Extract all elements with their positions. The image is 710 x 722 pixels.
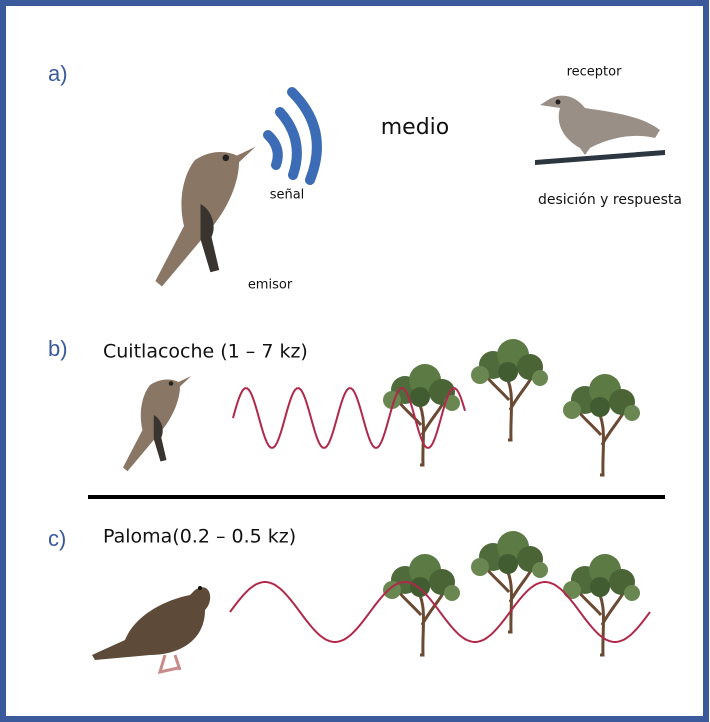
emitter-bird	[155, 146, 256, 287]
dove-bird-part	[157, 654, 182, 675]
dove-bird-part	[198, 586, 202, 590]
signal-icon-part	[263, 130, 283, 170]
thrasher-bird	[123, 376, 192, 472]
panel-title: Cuitlacoche (1 – 7 kz)	[103, 341, 308, 363]
receptor-label: receptor	[567, 65, 623, 80]
tree	[469, 337, 550, 442]
medio-label: medio	[381, 115, 450, 140]
panel-label: b)	[48, 336, 68, 361]
emisor-label: emisor	[248, 278, 293, 293]
respuesta-label: desición y respuesta	[538, 192, 682, 208]
senal-label: señal	[270, 188, 305, 203]
receptor-bird-part	[540, 95, 660, 155]
receptor-bird-part	[555, 99, 561, 105]
tree	[469, 529, 550, 634]
tree	[381, 552, 462, 657]
signal-icon-part	[287, 87, 322, 185]
tree	[561, 372, 642, 477]
dove-bird-part	[92, 587, 211, 660]
panel-label: a)	[48, 61, 68, 86]
sound-wave	[232, 387, 466, 449]
sound-wave	[229, 581, 651, 643]
receptor-bird	[535, 95, 665, 165]
panel-label: c)	[48, 526, 66, 551]
dove-bird	[92, 586, 211, 675]
signal-icon-part	[275, 107, 302, 180]
signal-icon	[263, 87, 322, 185]
tree	[381, 362, 462, 467]
receptor-bird-part	[535, 150, 665, 165]
panel-title: Paloma(0.2 – 0.5 kz)	[103, 526, 296, 548]
